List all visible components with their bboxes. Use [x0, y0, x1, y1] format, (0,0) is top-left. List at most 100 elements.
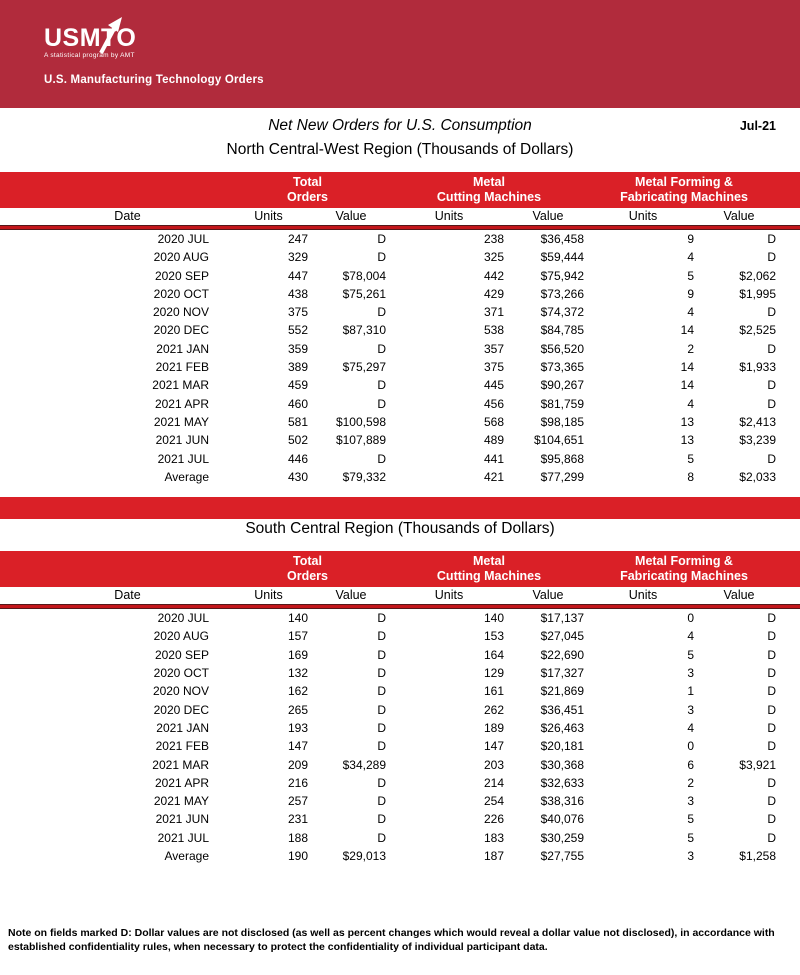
cell-mc-value: $59,444: [540, 250, 584, 265]
cell-total-units: 231: [287, 812, 308, 827]
cell-total-units: 162: [287, 684, 308, 699]
cell-total-value: D: [377, 305, 386, 320]
cell-date: 2021 FEB: [155, 360, 209, 375]
cell-date: 2020 SEP: [154, 647, 209, 662]
group-header-metal-forming: Metal Forming & Fabricating Machines: [620, 175, 748, 204]
column-label-value: Value: [335, 209, 367, 223]
cell-mc-value: $73,365: [540, 360, 584, 375]
cell-total-units: 247: [287, 232, 308, 246]
cell-date: 2020 SEP: [154, 268, 209, 283]
cell-total-value: D: [377, 647, 386, 662]
cell-mff-units: 14: [680, 378, 694, 393]
cell-date: 2021 APR: [154, 396, 209, 411]
column-label-units: Units: [254, 588, 283, 603]
table-row: 2021 APR 216 D 214 $32,633 2 D: [0, 774, 800, 792]
cell-total-units: 502: [287, 433, 308, 448]
table-group-header: Total Orders Metal Cutting Machines Meta…: [0, 172, 800, 208]
cell-total-value: $75,261: [342, 286, 386, 301]
table-south-central: Total Orders Metal Cutting Machines Meta…: [0, 551, 800, 865]
cell-total-value: D: [377, 666, 386, 681]
cell-mc-units: 262: [483, 702, 504, 717]
cell-mff-units: 4: [687, 305, 694, 320]
cell-mc-value: $17,327: [540, 666, 584, 681]
table-row: 2020 OCT 438 $75,261 429 $73,266 9 $1,995: [0, 285, 800, 303]
cell-total-units: 438: [287, 286, 308, 301]
cell-mc-units: 129: [483, 666, 504, 681]
column-label-units: Units: [434, 588, 464, 603]
table-row: 2021 MAR 209 $34,289 203 $30,368 6 $3,921: [0, 756, 800, 774]
cell-date: 2021 JUN: [155, 812, 209, 827]
cell-total-value: $107,889: [335, 433, 386, 448]
cell-total-value: D: [377, 341, 386, 356]
cell-mff-value: D: [767, 794, 776, 809]
cell-total-units: 190: [287, 849, 308, 864]
cell-mc-value: $81,759: [540, 396, 584, 411]
cell-date: 2020 OCT: [153, 286, 209, 301]
cell-mff-units: 0: [687, 739, 694, 754]
cell-date: 2020 AUG: [153, 250, 209, 265]
cell-total-units: 446: [287, 451, 308, 466]
cell-total-value: D: [377, 684, 386, 699]
cell-mff-units: 4: [687, 396, 694, 411]
cell-mc-value: $40,076: [540, 812, 584, 827]
group-header-metal-cutting: Metal Cutting Machines: [436, 175, 542, 204]
cell-mc-units: 254: [483, 794, 504, 809]
cell-total-value: $34,289: [342, 757, 386, 772]
cell-date: 2020 NOV: [152, 684, 209, 699]
cell-mff-value: D: [767, 775, 776, 790]
cell-date: 2020 DEC: [153, 323, 209, 338]
column-label-value: Value: [532, 209, 564, 223]
cell-date: 2020 JUL: [157, 232, 209, 246]
cell-total-units: 430: [287, 469, 308, 484]
column-label-units: Units: [254, 209, 283, 223]
cell-total-units: 389: [287, 360, 308, 375]
cell-mc-value: $56,520: [540, 341, 584, 356]
cell-mc-value: $21,869: [540, 684, 584, 699]
cell-mc-units: 442: [483, 268, 504, 283]
cell-mff-value: D: [767, 812, 776, 827]
cell-mff-units: 4: [687, 629, 694, 644]
cell-total-units: 552: [287, 323, 308, 338]
group-header-metal-forming: Metal Forming & Fabricating Machines: [620, 554, 748, 584]
column-label-value: Value: [723, 209, 755, 223]
cell-total-value: $75,297: [342, 360, 386, 375]
cell-mc-units: 489: [483, 433, 504, 448]
cell-mff-value: $3,921: [739, 757, 776, 772]
cell-mff-units: 2: [687, 341, 694, 356]
cell-total-units: 459: [287, 378, 308, 393]
average-row: Average 190 $29,013 187 $27,755 3 $1,258: [0, 847, 800, 865]
cell-mc-units: 456: [483, 396, 504, 411]
cell-total-value: D: [377, 739, 386, 754]
cell-mc-value: $32,633: [540, 775, 584, 790]
cell-total-units: 209: [287, 757, 308, 772]
cell-total-units: 265: [287, 702, 308, 717]
cell-mc-units: 214: [483, 775, 504, 790]
table-row: 2020 SEP 447 $78,004 442 $75,942 5 $2,062: [0, 267, 800, 285]
header-rule: [0, 604, 800, 610]
cell-total-value: D: [377, 611, 386, 626]
cell-date: Average: [164, 469, 209, 484]
cell-mff-value: D: [767, 647, 776, 662]
cell-mc-value: $22,690: [540, 647, 584, 662]
document-title-row: Net New Orders for U.S. Consumption Jul-…: [0, 114, 800, 140]
cell-total-units: 140: [287, 611, 308, 626]
table-row: 2021 JUL 188 D 183 $30,259 5 D: [0, 829, 800, 847]
table-row: 2021 JUL 446 D 441 $95,868 5 D: [0, 450, 800, 468]
region-title-south-central: South Central Region (Thousands of Dolla…: [245, 520, 555, 538]
cell-mc-units: 147: [483, 739, 504, 754]
cell-mc-units: 441: [483, 451, 504, 466]
usmto-banner: USMTO A statistical program by AMT U.S. …: [0, 0, 800, 108]
cell-mff-units: 2: [687, 775, 694, 790]
table-north-central-west: Total Orders Metal Cutting Machines Meta…: [0, 172, 800, 486]
cell-total-value: D: [377, 830, 386, 845]
cell-total-value: $87,310: [342, 323, 386, 338]
cell-total-value: D: [377, 702, 386, 717]
cell-mff-units: 3: [687, 702, 694, 717]
cell-total-value: D: [377, 812, 386, 827]
cell-total-units: 188: [287, 830, 308, 845]
table-row: 2021 FEB 147 D 147 $20,181 0 D: [0, 737, 800, 755]
column-label-date: Date: [114, 209, 141, 223]
cell-date: 2021 APR: [154, 775, 209, 790]
cell-mff-value: $2,062: [739, 268, 776, 283]
